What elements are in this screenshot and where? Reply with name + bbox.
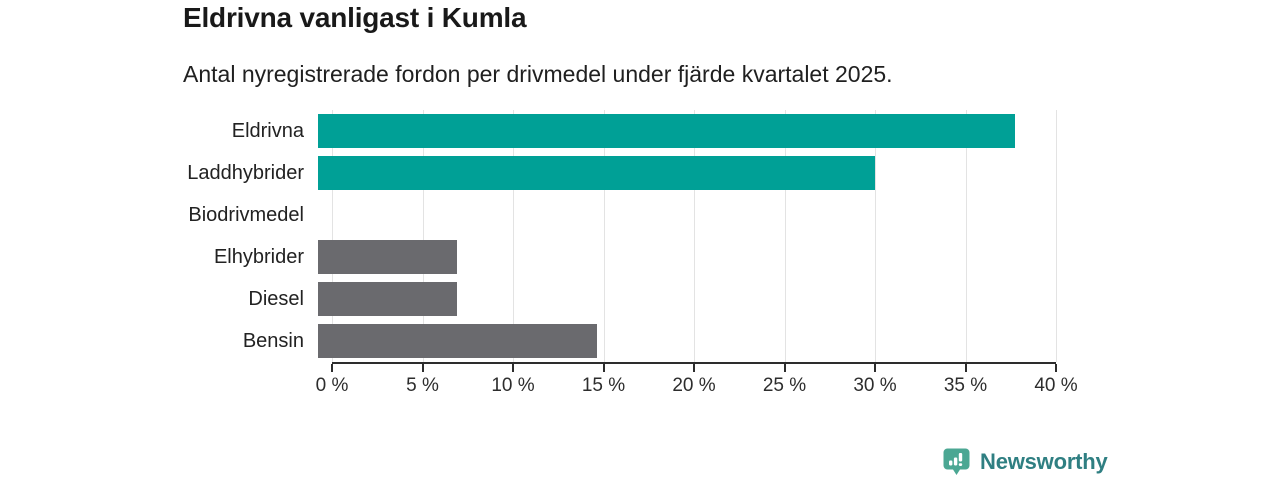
axis-tick-label: 5 % (406, 375, 439, 396)
gridline (694, 110, 695, 362)
axis-tick (512, 364, 514, 372)
bar-track (318, 110, 1042, 152)
axis-tick-label: 10 % (491, 375, 535, 396)
category-label: Laddhybrider (187, 161, 304, 184)
bar (318, 114, 1015, 148)
bar-track (318, 320, 1042, 362)
chart-title: Eldrivna vanligast i Kumla (183, 2, 527, 33)
axis-tick-label: 40 % (1034, 375, 1078, 396)
x-axis: 0 % 5 % 10 % 15 % 20 % 25 % 30 % 35 % 40 % (316, 362, 1078, 404)
axis-tick (331, 364, 333, 372)
axis-tick (1055, 364, 1057, 372)
gridline (513, 110, 514, 362)
chart-row: Eldrivna (0, 110, 1280, 152)
bar (318, 324, 597, 358)
gridline (875, 110, 876, 362)
gridline (332, 110, 333, 362)
axis-tick (874, 364, 876, 372)
axis-tick (421, 364, 424, 372)
bar (318, 282, 458, 316)
gridline (1056, 110, 1057, 362)
category-label: Bensin (242, 329, 304, 352)
axis-tick-label: 20 % (672, 375, 716, 396)
axis-tick-label: 30 % (853, 375, 897, 396)
axis-tick-label: 0 % (315, 375, 349, 396)
axis-tick (693, 364, 695, 372)
category-label: Biodrivmedel (188, 203, 304, 226)
bar-track (318, 278, 1042, 320)
plot-gridlines (332, 110, 1057, 362)
x-axis-line (332, 362, 1056, 364)
axis-tick-label: 15 % (581, 375, 626, 396)
chart-row: Laddhybrider (0, 152, 1280, 194)
chart-row: Diesel (0, 278, 1280, 320)
axis-tick-label: 35 % (943, 375, 988, 396)
gridline (965, 110, 967, 362)
chart-subtitle: Antal nyregistrerade fordon per drivmede… (183, 61, 893, 87)
axis-tick-label: 25 % (762, 375, 807, 396)
chart-row: Bensin (0, 320, 1280, 362)
newsworthy-logo-icon (943, 448, 970, 475)
bar-rows: Eldrivna Laddhybrider Biodrivmedel Elhybrid… (0, 110, 1280, 362)
axis-tick (602, 364, 605, 372)
newsworthy-logo[interactable]: Newsworthy (942, 447, 1108, 476)
bar-track (318, 236, 1042, 278)
gridline (784, 110, 786, 362)
category-label: Elhybrider (213, 245, 304, 268)
newsworthy-logo-text: Newsworthy (980, 448, 1108, 474)
axis-tick (964, 364, 967, 372)
chart-row: Elhybrider (0, 236, 1280, 278)
category-label: Eldrivna (231, 119, 304, 142)
bar-track (318, 152, 1042, 194)
bar-track (318, 194, 1042, 236)
bar (318, 156, 876, 190)
chart-row: Biodrivmedel (0, 194, 1280, 236)
bar (318, 240, 458, 274)
axis-tick (783, 364, 786, 372)
gridline (422, 110, 424, 362)
gridline (603, 110, 605, 362)
category-label: Diesel (248, 287, 304, 310)
